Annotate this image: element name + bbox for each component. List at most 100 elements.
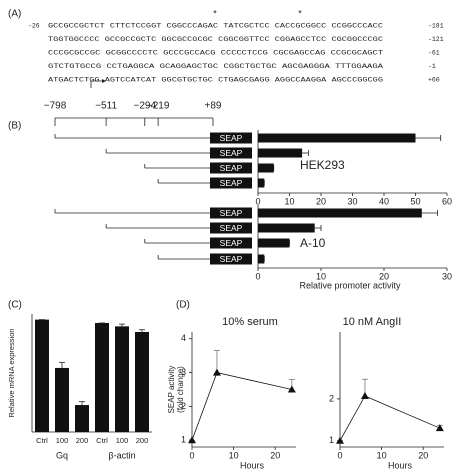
position-label: −294 — [134, 101, 157, 112]
seap-label: SEAP — [220, 208, 243, 218]
bar — [258, 163, 274, 173]
bar — [258, 133, 416, 143]
x-axis-label: Hours — [388, 460, 413, 470]
position-label: +89 — [205, 101, 222, 112]
bar — [258, 254, 265, 264]
y-tick-label: 2 — [329, 393, 334, 403]
x-tick-label: 200 — [76, 436, 89, 445]
panel-label: (C) — [8, 300, 22, 311]
bar — [55, 367, 69, 432]
sequence: GCCGCCGCTCT CTTCTCCGGT CGGCCCAGAC TATCGC… — [48, 23, 383, 30]
x-tick-label: 100 — [56, 436, 69, 445]
seq-end: -121 — [428, 36, 444, 43]
y-tick-label: 3 — [181, 367, 186, 377]
x-tick-label: 30 — [442, 271, 452, 281]
x-tick-label: 200 — [136, 436, 149, 445]
bar — [258, 178, 265, 188]
x-tick-label: 0 — [337, 450, 342, 460]
point — [287, 385, 296, 393]
seap-label: SEAP — [220, 133, 243, 143]
tss-arrowhead — [102, 79, 106, 83]
x-tick-label: 10 — [229, 450, 239, 460]
line — [191, 372, 292, 441]
position-label: −798 — [44, 101, 67, 112]
position-label: −219 — [147, 101, 170, 112]
bar — [75, 405, 89, 432]
x-tick-label: 40 — [379, 196, 389, 206]
seap-label: SEAP — [220, 238, 243, 248]
x-tick-label: 0 — [255, 271, 260, 281]
bar — [258, 208, 422, 218]
seq-end: -1 — [428, 63, 436, 70]
x-tick-label: 20 — [418, 450, 428, 460]
x-tick-label: 60 — [442, 196, 452, 206]
seap-box — [210, 177, 252, 189]
point — [435, 424, 444, 432]
seap-label: SEAP — [220, 178, 243, 188]
seap-box — [210, 162, 252, 174]
annotation: A-10 — [300, 236, 326, 250]
x-axis-label: Hours — [240, 460, 265, 470]
point — [360, 391, 369, 399]
bar — [135, 331, 149, 432]
seap-box — [210, 237, 252, 249]
y-tick-label: 2 — [181, 401, 186, 411]
panel-label: (D) — [176, 300, 190, 311]
point — [336, 436, 344, 444]
tss-arrow — [90, 80, 102, 88]
x-tick-label: 0 — [255, 196, 260, 206]
x-axis-label: Relative promoter activity — [299, 280, 401, 290]
bar — [115, 326, 129, 432]
group-label: β-actin — [108, 450, 135, 460]
seap-box — [210, 132, 252, 144]
y-axis-label: Relative mRNA expression — [7, 328, 16, 417]
seap-box — [210, 147, 252, 159]
point — [212, 368, 221, 376]
seap-label: SEAP — [220, 163, 243, 173]
seap-label: SEAP — [220, 223, 243, 233]
x-tick-label: 20 — [379, 271, 389, 281]
sequence: CCCGCGCCGC GCGGCCCCTC GCCCGCCACG CCCCCTC… — [48, 50, 383, 57]
panel-label: (A) — [8, 9, 21, 20]
bar — [35, 319, 49, 432]
x-tick-label: 20 — [270, 450, 280, 460]
annotation: HEK293 — [300, 158, 345, 172]
seap-label: SEAP — [220, 254, 243, 264]
y-axis-label: (fold change) — [176, 366, 185, 413]
x-tick-label: 30 — [347, 196, 357, 206]
bar — [95, 322, 109, 432]
bar — [258, 148, 303, 158]
x-tick-label: 50 — [410, 196, 420, 206]
sequence: ATGACTCTGG AGTCCATCAT GGCGTGCTGC CTGAGCG… — [48, 77, 383, 84]
x-tick-label: 10 — [284, 196, 294, 206]
sequence: GTCTGTGCCG CCTGAGGCA GCAGGAGCTGC CGGCTGC… — [48, 63, 383, 70]
bar — [258, 223, 315, 233]
seq-end: -181 — [428, 23, 444, 30]
line — [339, 395, 440, 441]
y-tick-label: 4 — [181, 333, 186, 343]
sequence: TGGTGGCCCC GCCGCCGCTC GGCGCCGCGC CGGCGGT… — [48, 36, 383, 43]
bar — [258, 238, 290, 248]
point — [188, 436, 196, 444]
panel-label: (B) — [8, 121, 21, 132]
seq-end: -61 — [428, 50, 440, 57]
x-tick-label: 20 — [316, 196, 326, 206]
seap-label: SEAP — [220, 148, 243, 158]
x-tick-label: 10 — [377, 450, 387, 460]
seq-end: +60 — [428, 77, 440, 84]
y-tick-label: 1 — [329, 435, 334, 445]
y-tick-label: 1 — [181, 435, 186, 445]
chart-title: 10 nM AngII — [343, 316, 402, 328]
x-tick-label: 0 — [189, 450, 194, 460]
x-tick-label: 100 — [116, 436, 129, 445]
asterisk: * — [213, 8, 217, 18]
y-axis-label: SEAP activity — [167, 366, 176, 414]
group-label: Gq — [56, 450, 68, 460]
chart-title: 10% serum — [222, 316, 278, 328]
asterisk: * — [298, 8, 302, 18]
seap-box — [210, 222, 252, 234]
position-label: −511 — [95, 101, 117, 112]
x-tick-label: 10 — [316, 271, 326, 281]
seq-start: -26 — [28, 23, 40, 30]
